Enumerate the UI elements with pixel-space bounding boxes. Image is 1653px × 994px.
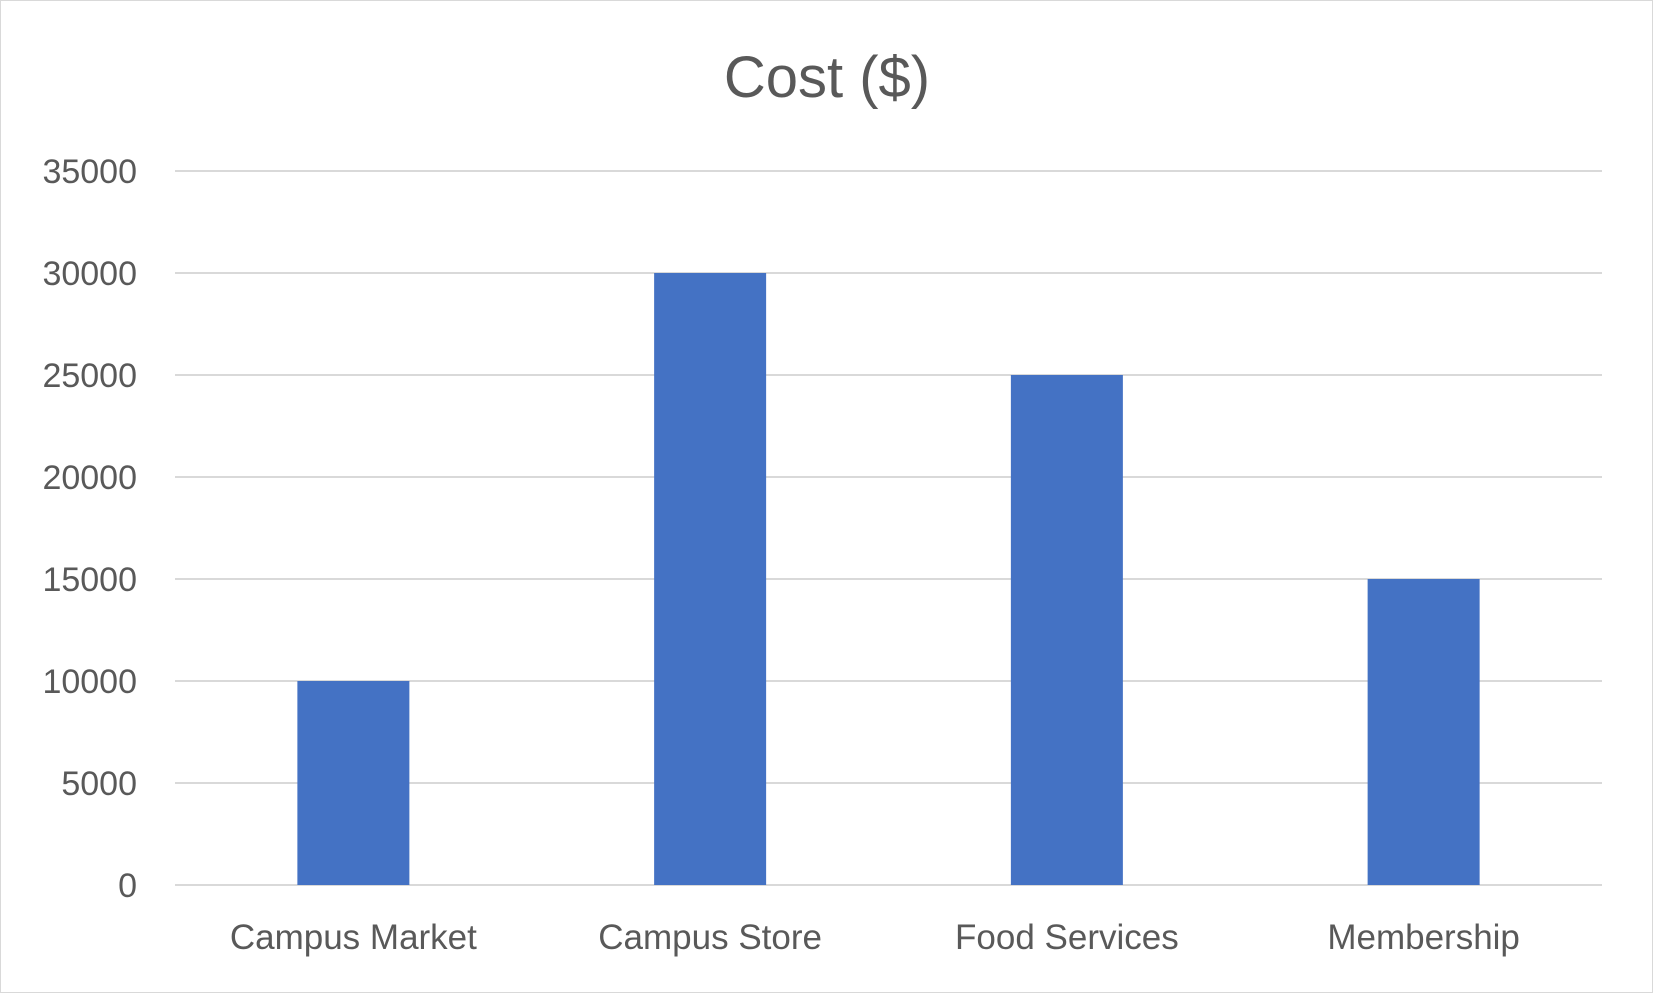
x-category-label: Campus Market	[230, 918, 477, 957]
y-tick-label: 25000	[42, 357, 137, 395]
y-axis-tick-labels: 0 5000 10000 15000 20000 25000 30000 35000	[42, 153, 137, 905]
x-category-label: Membership	[1327, 918, 1520, 957]
gridlines	[175, 170, 1602, 886]
y-tick-label: 30000	[42, 255, 137, 293]
bar	[1367, 579, 1480, 885]
y-tick-label: 35000	[42, 153, 137, 191]
x-axis-category-labels: Campus Market Campus Store Food Services Me…	[230, 918, 1520, 957]
x-category-label: Food Services	[955, 918, 1179, 957]
y-tick-label: 10000	[42, 663, 137, 701]
y-tick-label: 5000	[61, 765, 137, 803]
y-tick-label: 0	[118, 867, 137, 905]
chart-title: Cost ($)	[724, 45, 930, 110]
bar	[297, 681, 410, 885]
x-category-label: Campus Store	[598, 918, 822, 957]
bar	[654, 273, 767, 885]
y-tick-label: 15000	[42, 561, 137, 599]
bar	[1010, 375, 1123, 885]
y-tick-label: 20000	[42, 459, 137, 497]
bars	[297, 273, 1480, 885]
